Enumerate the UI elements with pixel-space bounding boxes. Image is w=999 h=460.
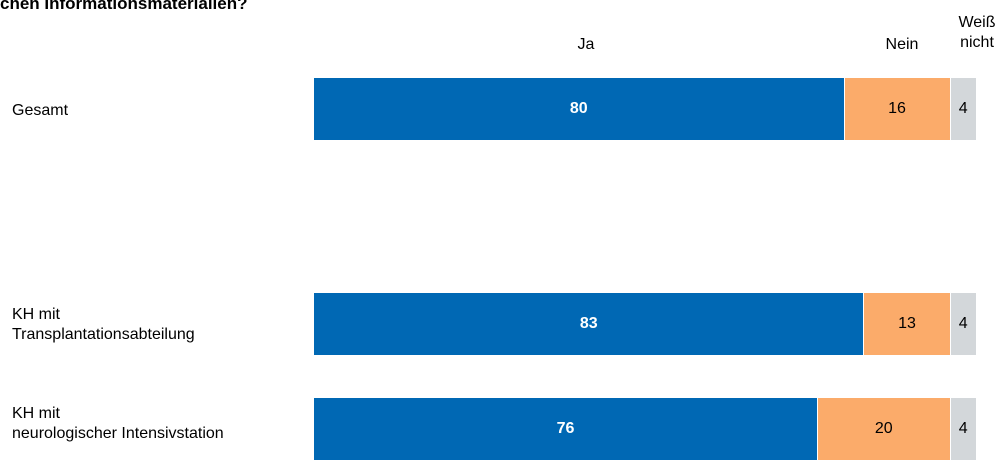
bar-segment-ja: 83	[314, 293, 863, 355]
row-label-neurologisch: KH mit neurologischer Intensivstation	[12, 404, 224, 444]
bar-segment-ja: 76	[314, 398, 817, 460]
bar-row-neurologisch: 76 20 4	[314, 398, 976, 460]
bar-segment-weiss-nicht: 4	[950, 293, 976, 355]
row-label-gesamt: Gesamt	[12, 101, 68, 121]
header-ja: Ja	[566, 35, 606, 55]
header-nein: Nein	[872, 35, 932, 55]
chart-title: chen Informationsmaterialien?	[0, 0, 248, 14]
bar-segment-nein: 13	[863, 293, 949, 355]
bar-segment-nein: 20	[817, 398, 949, 460]
bar-row-gesamt: 80 16 4	[314, 78, 976, 140]
bar-row-transplantation: 83 13 4	[314, 293, 976, 355]
row-label-transplantation: KH mit Transplantationsabteilung	[12, 305, 195, 345]
bar-segment-ja: 80	[314, 78, 844, 140]
header-weiss-nicht: Weiß nicht	[952, 13, 999, 53]
bar-segment-weiss-nicht: 4	[950, 398, 976, 460]
header-weiss-line2: nicht	[952, 33, 999, 53]
header-weiss-line1: Weiß	[952, 13, 999, 33]
bar-segment-weiss-nicht: 4	[950, 78, 976, 140]
bar-segment-nein: 16	[844, 78, 950, 140]
